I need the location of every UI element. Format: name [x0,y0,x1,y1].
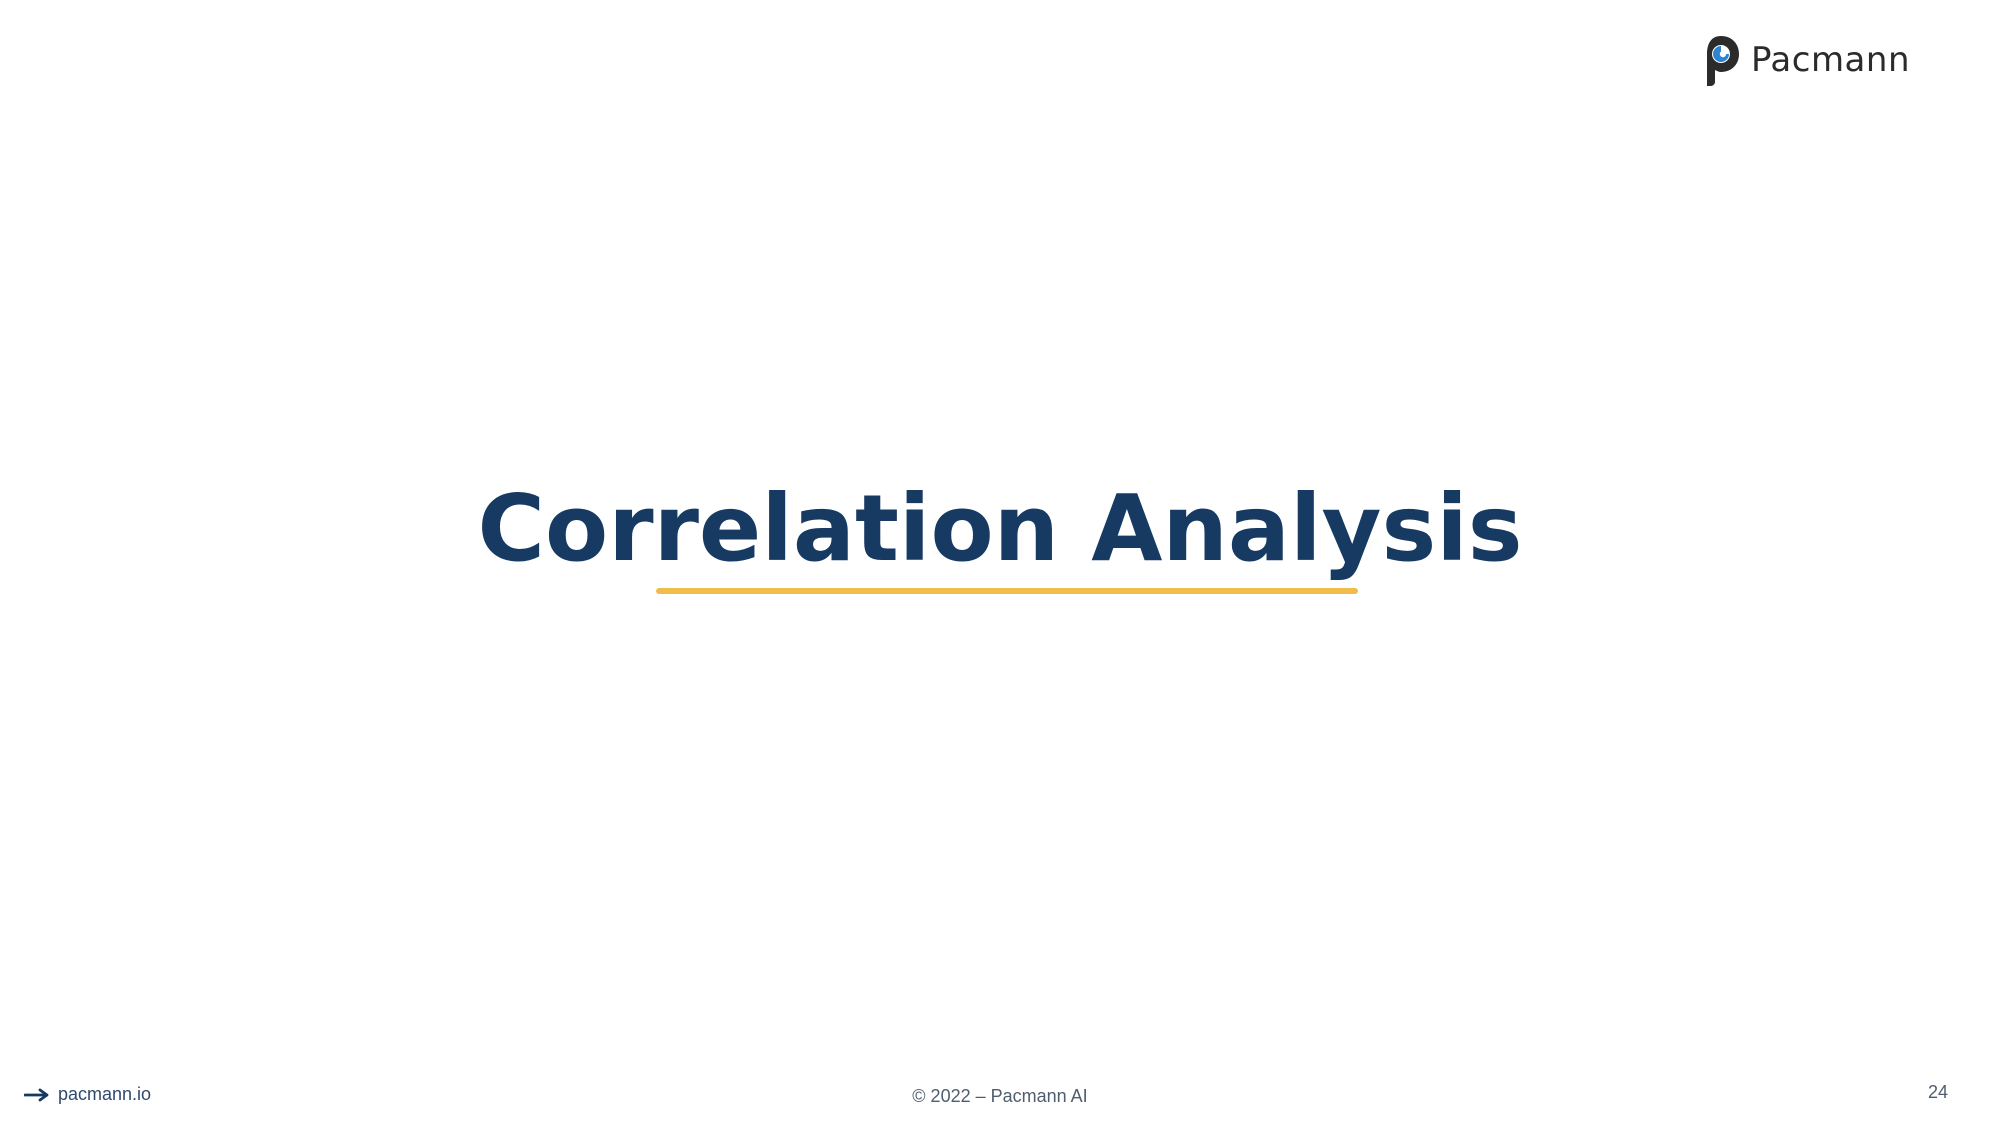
pacmann-logo-icon [1706,36,1739,86]
copyright-text: © 2022 – Pacmann AI [912,1086,1088,1106]
arrow-right-icon [24,1088,49,1101]
slide-title: Correlation Analysis [477,475,1523,582]
brand-logo: Pacmann [1701,34,1910,86]
website-link[interactable]: pacmann.io [24,1084,151,1105]
brand-name: Pacmann [1750,40,1910,80]
title-container: Correlation Analysis [0,478,2000,579]
website-text: pacmann.io [58,1084,152,1104]
page-number: 24 [1927,1082,1948,1102]
title-underline [656,588,1358,594]
